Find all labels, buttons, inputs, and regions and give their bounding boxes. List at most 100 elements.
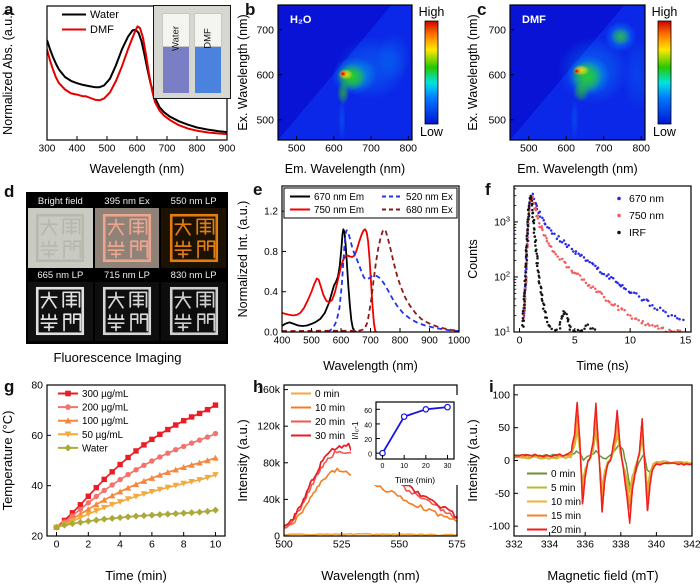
panel-letter-h: h bbox=[253, 377, 264, 396]
panel-h: h 500 525 550 575 0 40k 80k 120k 160k Wavelength … bbox=[235, 375, 466, 585]
image-tile: 665 nm LP bbox=[28, 269, 93, 341]
image-tile-label: 395 nm Ex bbox=[104, 196, 150, 207]
legend: 670 nm Em 750 nm Em 520 nm Ex 680 nm Ex bbox=[283, 187, 458, 219]
image-tile: Bright field bbox=[28, 195, 93, 268]
svg-text:800: 800 bbox=[400, 143, 418, 155]
svg-text:15: 15 bbox=[680, 335, 692, 347]
image-tile: 550 nm LP bbox=[161, 195, 226, 268]
svg-text:575: 575 bbox=[448, 539, 466, 551]
svg-text:Temperature (°C): Temperature (°C) bbox=[0, 411, 15, 511]
svg-text:50 µg/mL: 50 µg/mL bbox=[82, 430, 124, 441]
svg-text:0.8: 0.8 bbox=[264, 247, 278, 258]
svg-text:550: 550 bbox=[391, 539, 409, 551]
svg-text:102: 102 bbox=[494, 269, 510, 283]
seal-stamp-icon bbox=[169, 213, 218, 262]
svg-text:338: 338 bbox=[612, 539, 630, 551]
image-tile: 395 nm Ex bbox=[94, 195, 160, 268]
svg-text:800: 800 bbox=[632, 143, 650, 155]
svg-text:103: 103 bbox=[494, 214, 510, 228]
svg-text:30: 30 bbox=[444, 463, 452, 470]
svg-text:101: 101 bbox=[494, 325, 510, 339]
panel-b: b H₂O 500 600 700 800 500 600 700 Em. Wavelength… bbox=[235, 0, 465, 178]
seal-image bbox=[94, 208, 160, 268]
image-tile-label: 550 nm LP bbox=[170, 196, 217, 207]
image-tile: 715 nm LP bbox=[94, 269, 160, 341]
svg-text:60: 60 bbox=[31, 430, 43, 442]
svg-text:500: 500 bbox=[99, 144, 116, 155]
svg-text:10: 10 bbox=[624, 335, 636, 347]
svg-text:40: 40 bbox=[364, 422, 372, 429]
svg-text:100 µg/mL: 100 µg/mL bbox=[82, 416, 129, 427]
svg-text:High: High bbox=[652, 5, 678, 19]
svg-text:Ex. Wavelength (nm): Ex. Wavelength (nm) bbox=[466, 14, 480, 130]
cuvette-liquid bbox=[163, 47, 189, 93]
svg-text:700: 700 bbox=[362, 143, 380, 155]
cuvette-cap bbox=[162, 13, 190, 47]
svg-text:4: 4 bbox=[117, 539, 123, 551]
panel-f: f 0 5 10 15 101 102 103 Time (ns) Counts 670 nm 75… bbox=[465, 178, 700, 375]
image-tile-label: 665 nm LP bbox=[37, 269, 84, 281]
svg-text:700: 700 bbox=[488, 24, 506, 36]
svg-text:40: 40 bbox=[31, 480, 43, 492]
cuvette-label: DMF bbox=[202, 28, 214, 49]
svg-text:0.0: 0.0 bbox=[264, 328, 278, 339]
svg-text:0 min: 0 min bbox=[315, 389, 339, 400]
svg-text:2: 2 bbox=[85, 539, 91, 551]
panel-a: a 300 400 500 600 700 800 900 Wavelength (nm) No… bbox=[0, 0, 236, 178]
svg-text:600: 600 bbox=[557, 143, 575, 155]
svg-text:60: 60 bbox=[364, 408, 372, 415]
svg-text:500: 500 bbox=[303, 336, 320, 347]
svg-text:Intensity (a.u.): Intensity (a.u.) bbox=[235, 419, 250, 501]
svg-text:80k: 80k bbox=[263, 457, 281, 469]
svg-text:600: 600 bbox=[256, 69, 274, 81]
svg-text:800: 800 bbox=[392, 336, 409, 347]
svg-text:0: 0 bbox=[368, 452, 372, 459]
panel-letter-i: i bbox=[489, 377, 494, 396]
fluorescence-image-grid: Bright field 395 nm Ex 550 nm LP 665 nm LP 7… bbox=[26, 192, 228, 344]
svg-text:20 min: 20 min bbox=[551, 525, 581, 536]
cuvette-cap bbox=[194, 13, 222, 47]
svg-text:0: 0 bbox=[54, 539, 60, 551]
svg-text:10 min: 10 min bbox=[551, 497, 581, 508]
svg-text:Water: Water bbox=[90, 9, 119, 21]
svg-text:100: 100 bbox=[492, 389, 510, 401]
svg-text:50: 50 bbox=[498, 422, 510, 434]
solvent-label: DMF bbox=[522, 14, 546, 26]
svg-text:Normalized Abs. (a.u.): Normalized Abs. (a.u.) bbox=[1, 11, 15, 135]
svg-text:80: 80 bbox=[31, 380, 43, 392]
svg-text:500: 500 bbox=[520, 143, 538, 155]
eem-map-dmf: DMF 500 600 700 800 500 600 700 Em. Wavelength (… bbox=[466, 4, 678, 176]
legend: 670 nm 750 nm IRF bbox=[617, 193, 664, 239]
svg-text:0 min: 0 min bbox=[551, 469, 575, 480]
panel-letter-a: a bbox=[4, 0, 14, 19]
svg-text:400: 400 bbox=[274, 336, 291, 347]
svg-text:Intensity (a.u.): Intensity (a.u.) bbox=[465, 419, 480, 501]
fluorescence-imaging-caption: Fluorescence Imaging bbox=[53, 350, 182, 365]
svg-text:10 min: 10 min bbox=[315, 403, 345, 414]
panel-letter-f: f bbox=[485, 180, 491, 199]
svg-text:700: 700 bbox=[256, 24, 274, 36]
svg-text:Em. Wavelength (nm): Em. Wavelength (nm) bbox=[517, 162, 637, 176]
svg-text:600: 600 bbox=[333, 336, 350, 347]
heating-curves-chart: 0 2 4 6 8 10 20 40 60 80 Time (min) Temperature (°C… bbox=[0, 380, 226, 583]
svg-text:Wavelength (nm): Wavelength (nm) bbox=[90, 162, 185, 176]
svg-text:5: 5 bbox=[572, 335, 578, 347]
seal-image bbox=[161, 208, 226, 268]
svg-text:525: 525 bbox=[333, 539, 351, 551]
svg-text:342: 342 bbox=[683, 539, 700, 551]
seal-stamp-icon bbox=[36, 287, 85, 336]
eem-map-h2o: H₂O 500 600 700 800 500 600 700 Em. Wavelength (… bbox=[236, 4, 444, 176]
image-tile-label: 830 nm LP bbox=[170, 269, 217, 281]
svg-text:0: 0 bbox=[381, 463, 385, 470]
svg-text:IRF: IRF bbox=[629, 227, 646, 239]
cuvette-liquid bbox=[195, 47, 221, 93]
svg-text:Counts: Counts bbox=[466, 239, 480, 279]
svg-text:Low: Low bbox=[420, 125, 444, 139]
svg-text:Time (min): Time (min) bbox=[105, 568, 167, 583]
panel-g: g 0 2 4 6 8 10 20 40 60 80 Time (min) Temperature (… bbox=[0, 375, 235, 585]
svg-text:750 nm: 750 nm bbox=[629, 210, 664, 222]
svg-text:200 µg/mL: 200 µg/mL bbox=[82, 403, 129, 414]
image-tile: 830 nm LP bbox=[161, 269, 226, 341]
svg-text:Em. Wavelength (nm): Em. Wavelength (nm) bbox=[285, 162, 405, 176]
